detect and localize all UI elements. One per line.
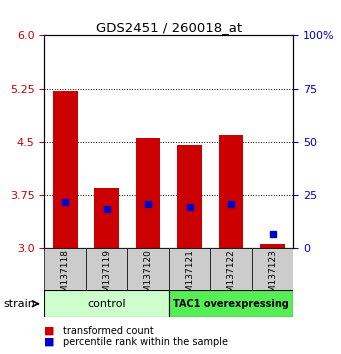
Bar (136, 138, 161, 248)
Bar (94, 188, 119, 248)
Bar (177, 145, 202, 248)
Bar (86, 248, 127, 292)
Text: GSM137118: GSM137118 (61, 249, 70, 304)
Title: GDS2451 / 260018_at: GDS2451 / 260018_at (96, 21, 242, 34)
Bar (44, 290, 169, 317)
Text: GSM137121: GSM137121 (185, 249, 194, 304)
Bar (219, 135, 243, 248)
Bar (127, 248, 169, 292)
Bar (252, 248, 293, 292)
Bar (260, 244, 285, 248)
Bar (210, 248, 252, 292)
Text: strain: strain (3, 299, 35, 309)
Text: ■: ■ (44, 326, 55, 336)
Text: percentile rank within the sample: percentile rank within the sample (63, 337, 228, 347)
Bar (169, 248, 210, 292)
Text: GSM137122: GSM137122 (226, 249, 236, 304)
Text: ■: ■ (44, 337, 55, 347)
Text: TAC1 overexpressing: TAC1 overexpressing (173, 298, 289, 309)
Text: GSM137123: GSM137123 (268, 249, 277, 304)
Text: GSM137120: GSM137120 (144, 249, 152, 304)
Bar (53, 91, 77, 248)
Text: GSM137119: GSM137119 (102, 249, 111, 304)
Text: control: control (87, 298, 126, 309)
Bar (169, 290, 293, 317)
Bar (44, 248, 86, 292)
Text: transformed count: transformed count (63, 326, 154, 336)
